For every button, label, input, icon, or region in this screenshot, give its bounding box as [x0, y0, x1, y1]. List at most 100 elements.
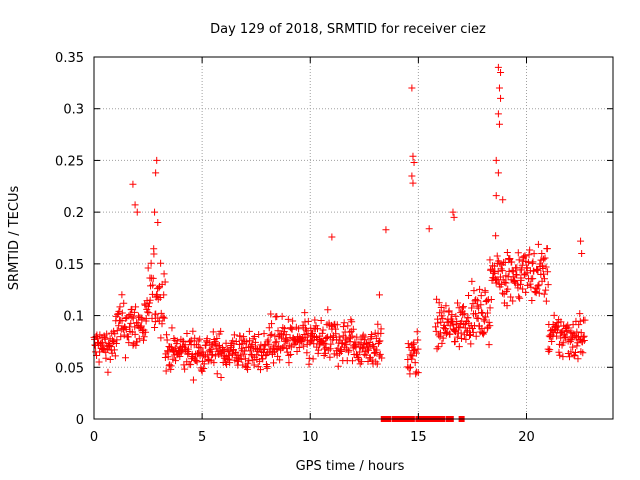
data-point [187, 361, 195, 369]
data-point [526, 246, 534, 254]
data-point [521, 252, 529, 260]
data-point [575, 321, 583, 329]
data-point [196, 352, 204, 360]
data-point [442, 325, 450, 333]
data-point [202, 341, 210, 349]
data-point [382, 226, 390, 234]
data-point [266, 331, 274, 339]
data-point [494, 63, 502, 71]
data-point [320, 339, 328, 347]
data-point [118, 291, 126, 299]
data-point [337, 347, 345, 355]
data-point [209, 328, 217, 336]
data-point [185, 350, 193, 358]
data-point [359, 344, 367, 352]
data-point [224, 348, 232, 356]
data-point [332, 330, 340, 338]
data-point [168, 346, 176, 354]
data-point [310, 340, 318, 348]
data-point [580, 336, 588, 344]
data-point [284, 315, 292, 323]
data-point [576, 317, 584, 325]
data-point [492, 232, 500, 240]
data-point [567, 348, 575, 356]
data-point [264, 336, 272, 344]
data-point [434, 343, 442, 351]
data-point [140, 333, 148, 341]
data-point [502, 279, 510, 287]
data-point [250, 361, 258, 369]
data-point [273, 338, 281, 346]
data-point [492, 192, 500, 200]
data-point [239, 361, 247, 369]
data-point [99, 345, 107, 353]
data-point [161, 278, 169, 286]
data-point [219, 346, 227, 354]
data-point [153, 291, 161, 299]
data-point [555, 348, 563, 356]
data-point [540, 275, 548, 283]
data-point [102, 354, 110, 362]
data-point [364, 346, 372, 354]
data-point [189, 376, 197, 384]
data-point [519, 285, 527, 293]
data-point [528, 259, 536, 267]
data-point [158, 320, 166, 328]
data-point [286, 324, 294, 332]
data-point [452, 328, 460, 336]
data-point [265, 324, 273, 332]
data-point [553, 332, 561, 340]
data-point [210, 359, 218, 367]
data-point [514, 249, 522, 257]
data-point [468, 304, 476, 312]
data-point [557, 318, 565, 326]
data-point [548, 338, 556, 346]
data-point [516, 294, 524, 302]
data-point [181, 365, 189, 373]
data-point [105, 341, 113, 349]
data-point [224, 355, 232, 363]
data-point [474, 297, 482, 305]
data-point [459, 303, 467, 311]
data-point [526, 280, 534, 288]
data-point [477, 301, 485, 309]
data-point [321, 340, 329, 348]
data-point [160, 270, 168, 278]
data-point [486, 256, 494, 264]
data-point [183, 330, 191, 338]
data-point [333, 321, 341, 329]
data-point [166, 361, 174, 369]
data-point [515, 256, 523, 264]
data-point [542, 297, 550, 305]
data-point [532, 289, 540, 297]
data-point [356, 348, 364, 356]
data-point [497, 69, 505, 77]
data-point [432, 323, 440, 331]
data-point [213, 370, 221, 378]
data-point [498, 267, 506, 275]
data-point [95, 358, 103, 366]
data-point [274, 327, 282, 335]
data-point [535, 281, 543, 289]
data-point [245, 337, 253, 345]
data-point [485, 318, 493, 326]
data-point [285, 351, 293, 359]
data-point [340, 319, 348, 327]
data-point [200, 360, 208, 368]
data-point [409, 340, 417, 348]
data-point [576, 310, 584, 318]
data-point [195, 343, 203, 351]
data-point [409, 152, 417, 160]
data-point [120, 331, 128, 339]
y-tick-label: 0.35 [55, 51, 84, 66]
data-point [485, 341, 493, 349]
data-point [476, 285, 484, 293]
data-point [151, 318, 159, 326]
data-point [544, 281, 552, 289]
data-point [362, 351, 370, 359]
data-point [562, 333, 570, 341]
data-point [189, 327, 197, 335]
data-point [408, 355, 416, 363]
data-points [90, 63, 589, 422]
data-point [245, 327, 253, 335]
